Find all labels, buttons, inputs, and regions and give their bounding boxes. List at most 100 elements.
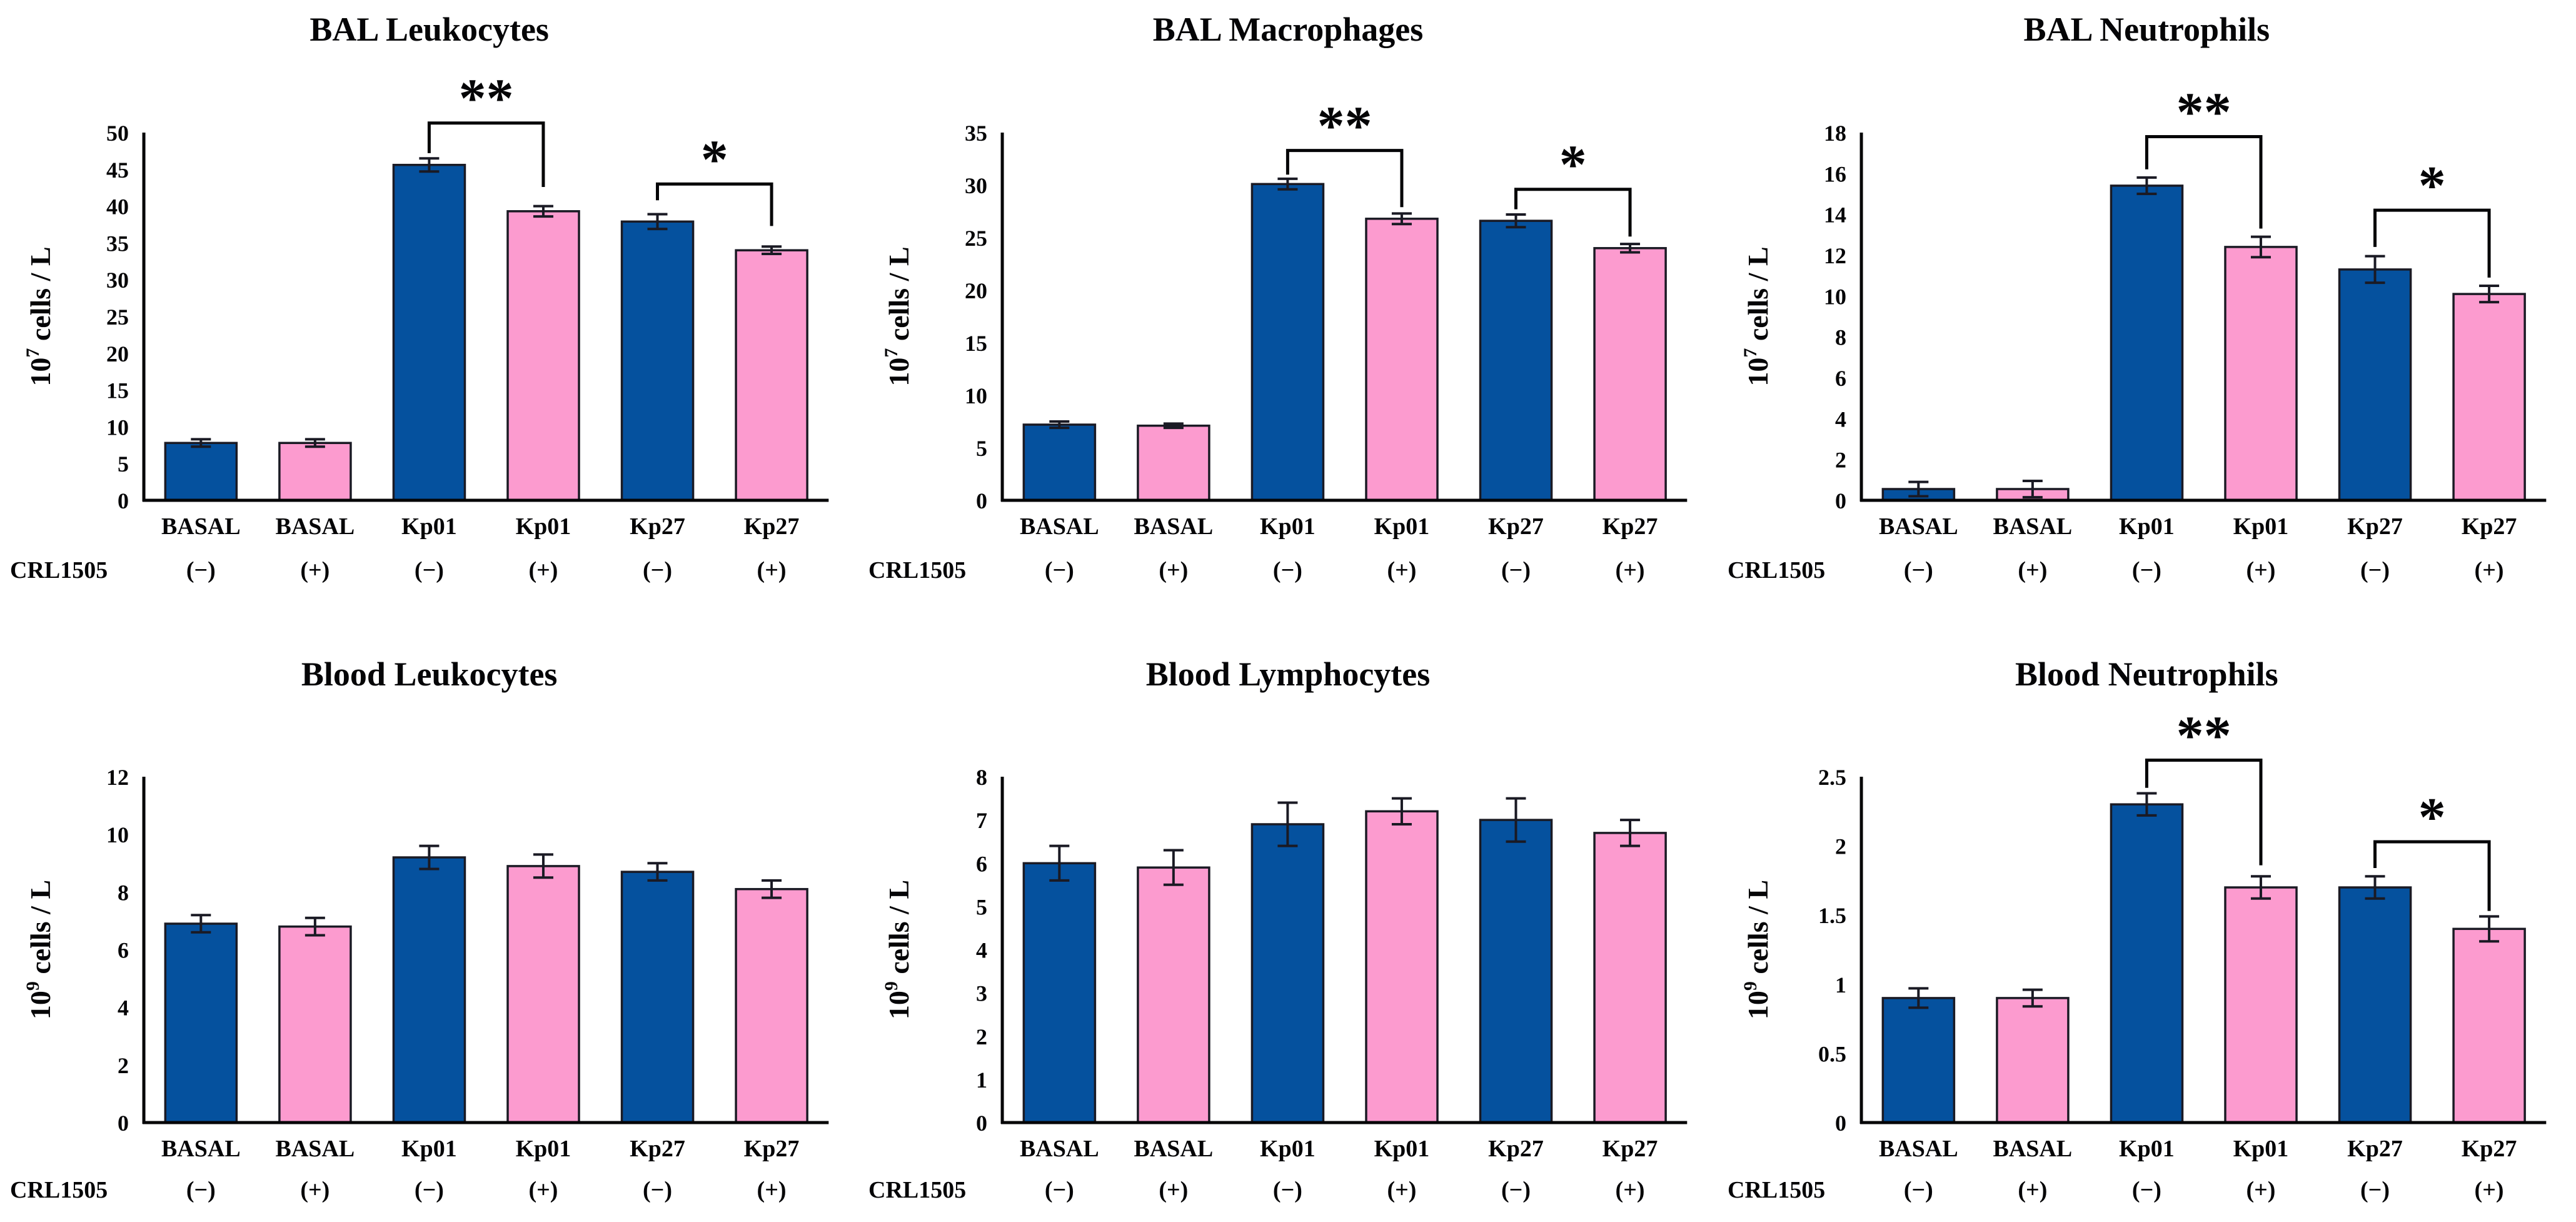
error-bar bbox=[762, 879, 782, 899]
category-label: Kp01 bbox=[1260, 513, 1316, 540]
error-bar bbox=[1277, 801, 1298, 847]
error-bar bbox=[1049, 844, 1070, 882]
error-bar bbox=[304, 916, 325, 937]
error-bar bbox=[191, 438, 211, 448]
bar-chart-canvas: 0 2 4 6 8 10 12 BASAL (−) BASAL (+) Kp01 (−) Kp01 (+) K… bbox=[10, 765, 829, 1203]
bar-kp01-plus bbox=[1365, 810, 1439, 1124]
error-bar bbox=[1908, 480, 1928, 498]
y-tick-label: 35 bbox=[965, 121, 987, 146]
category-label: BASAL bbox=[1020, 1136, 1099, 1162]
category-label: Kp01 bbox=[516, 513, 571, 540]
category-label: BASAL bbox=[161, 513, 241, 540]
category-label: Kp01 bbox=[516, 1136, 571, 1162]
crl1505-value: (+) bbox=[1159, 1177, 1189, 1203]
significance-bracket bbox=[427, 121, 545, 187]
crl1505-value: (+) bbox=[528, 1177, 558, 1203]
category-label: Kp01 bbox=[2119, 513, 2175, 540]
y-tick-label: 6 bbox=[976, 851, 987, 876]
y-tick-label: 4 bbox=[976, 938, 987, 963]
y-tick-label: 14 bbox=[1824, 203, 1846, 228]
crl1505-value: (−) bbox=[1903, 1177, 1933, 1203]
bar-basal-minus bbox=[1022, 862, 1097, 1124]
error-bar bbox=[1164, 422, 1184, 430]
y-tick-label: 5 bbox=[976, 436, 987, 461]
crl1505-value: (+) bbox=[2246, 1177, 2275, 1203]
crl1505-value: (−) bbox=[1045, 557, 1074, 583]
crl1505-row-label: CRL1505 bbox=[868, 1177, 966, 1203]
y-tick-label: 3 bbox=[976, 981, 987, 1006]
crl1505-value: (+) bbox=[2474, 557, 2503, 583]
bar-kp27-minus bbox=[620, 220, 695, 502]
bar-kp01-minus bbox=[2110, 184, 2183, 502]
crl1505-value: (−) bbox=[1903, 557, 1933, 583]
y-axis-label: 107 cells / L bbox=[1740, 246, 1774, 386]
y-axis-label: 109 cells / L bbox=[881, 880, 915, 1019]
error-bar bbox=[2478, 285, 2499, 304]
y-tick-label: 1 bbox=[976, 1068, 987, 1093]
crl1505-value: (+) bbox=[757, 557, 787, 583]
y-tick-label: 25 bbox=[965, 226, 987, 251]
crl1505-value: (+) bbox=[757, 1177, 787, 1203]
significance-label: ** bbox=[1317, 96, 1372, 157]
error-bar bbox=[1049, 420, 1070, 430]
crl1505-value: (−) bbox=[186, 557, 216, 583]
y-tick-label: 0 bbox=[1835, 488, 1846, 513]
chart-bal-macrophages: BAL Macrophages 0 5 10 15 20 25 30 35 BASAL (−) BA… bbox=[858, 0, 1717, 611]
crl1505-value: (−) bbox=[1501, 557, 1531, 583]
crl1505-value: (−) bbox=[2132, 1177, 2161, 1203]
category-label: BASAL bbox=[1993, 513, 2072, 540]
significance-bracket bbox=[2145, 759, 2263, 866]
bar-chart-canvas: 0 1 2 3 4 5 6 7 8 BASAL (−) BASAL (+) Kp01 (−) Kp01 (+) K… bbox=[868, 765, 1688, 1203]
error-bar bbox=[2250, 875, 2271, 900]
crl1505-value: (−) bbox=[2132, 557, 2161, 583]
y-tick-label: 12 bbox=[106, 765, 129, 790]
crl1505-value: (+) bbox=[1159, 557, 1189, 583]
y-tick-label: 8 bbox=[976, 765, 987, 790]
crl1505-row-label: CRL1505 bbox=[1728, 1177, 1825, 1203]
error-bar bbox=[533, 853, 553, 879]
error-bar bbox=[1620, 819, 1641, 847]
y-tick-label: 5 bbox=[118, 452, 129, 477]
y-tick-label: 20 bbox=[965, 278, 987, 303]
bar-chart-canvas: 0 2 4 6 8 10 12 14 16 18 BASAL (−) BASAL (+) Kp01 (−) Kp… bbox=[1728, 83, 2546, 583]
error-bar bbox=[2250, 235, 2271, 259]
y-tick-label: 5 bbox=[976, 894, 987, 919]
category-label: Kp27 bbox=[1602, 1136, 1658, 1162]
significance-label: * bbox=[2418, 156, 2445, 216]
bar-kp01-plus bbox=[506, 865, 580, 1124]
y-tick-label: 20 bbox=[106, 341, 129, 366]
error-bar bbox=[1164, 849, 1184, 886]
category-label: BASAL bbox=[161, 1136, 241, 1162]
bar-chart-canvas: 0 0.5 1 1.5 2 2.5 BASAL (−) BASAL (+) Kp01 (−) Kp01 (… bbox=[1728, 706, 2546, 1203]
bar-basal-plus bbox=[1137, 866, 1211, 1124]
y-tick-label: 4 bbox=[1835, 406, 1846, 432]
y-tick-label: 40 bbox=[106, 194, 129, 220]
error-bar bbox=[647, 862, 668, 882]
category-label: Kp01 bbox=[2233, 1136, 2288, 1162]
bar-chart-canvas: 0 5 10 15 20 25 30 35 BASAL (−) BASAL (+) Kp01 (−) Kp0… bbox=[868, 96, 1688, 583]
chart-blood-lymphocytes: Blood Lymphocytes 0 1 2 3 4 5 6 7 8 BASAL (−) BASAL… bbox=[858, 611, 1717, 1222]
crl1505-row-label: CRL1505 bbox=[868, 557, 966, 583]
y-tick-label: 15 bbox=[106, 378, 129, 403]
y-tick-label: 18 bbox=[1824, 121, 1846, 146]
bar-kp27-minus bbox=[1479, 220, 1553, 502]
error-bar bbox=[762, 245, 782, 255]
chart-bal-neutrophils: BAL Neutrophils 0 2 4 6 8 10 12 14 16 18 BASAL (−) B… bbox=[1718, 0, 2576, 611]
y-tick-label: 10 bbox=[1824, 284, 1846, 309]
category-label: Kp01 bbox=[401, 1136, 457, 1162]
error-bar bbox=[1392, 212, 1412, 226]
bar-kp01-minus bbox=[392, 163, 466, 502]
crl1505-value: (+) bbox=[2018, 1177, 2047, 1203]
y-axis-label: 107 cells / L bbox=[23, 246, 56, 386]
y-tick-label: 1 bbox=[1835, 972, 1846, 997]
y-tick-label: 2.5 bbox=[1818, 765, 1846, 790]
category-label: BASAL bbox=[1993, 1136, 2072, 1162]
y-tick-label: 45 bbox=[106, 158, 129, 183]
category-label: BASAL bbox=[1020, 513, 1099, 540]
error-bar bbox=[2136, 792, 2157, 817]
category-label: Kp27 bbox=[2461, 1136, 2517, 1162]
category-label: Kp01 bbox=[1260, 1136, 1316, 1162]
bar-kp01-plus bbox=[1365, 218, 1439, 502]
bar-kp01-minus bbox=[1251, 823, 1325, 1124]
error-bar bbox=[304, 438, 325, 448]
